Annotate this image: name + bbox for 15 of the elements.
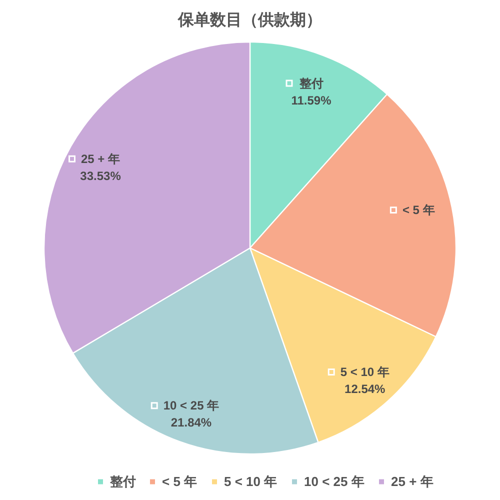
data-label: 11.59% xyxy=(291,93,332,108)
legend-label: 整付 xyxy=(109,474,136,489)
data-label: 33.53% xyxy=(80,168,122,183)
legend-label: 25 + 年 xyxy=(391,474,434,489)
legend-label: 10 < 25 年 xyxy=(304,474,364,489)
slice-label: 5 < 10 年 xyxy=(340,365,390,380)
slice-label: 25 + 年 xyxy=(81,152,120,166)
chart-title: 保单数目（供款期） xyxy=(177,11,322,29)
slice-label: 整付 xyxy=(298,76,324,90)
slice-label: 10 < 25 年 xyxy=(163,398,220,413)
data-label: 12.54% xyxy=(344,382,386,396)
legend-label: < 5 年 xyxy=(162,474,198,489)
legend-label: 5 < 10 年 xyxy=(224,474,278,489)
slice-label: < 5 年 xyxy=(402,203,435,218)
data-label: 21.84% xyxy=(170,416,212,430)
